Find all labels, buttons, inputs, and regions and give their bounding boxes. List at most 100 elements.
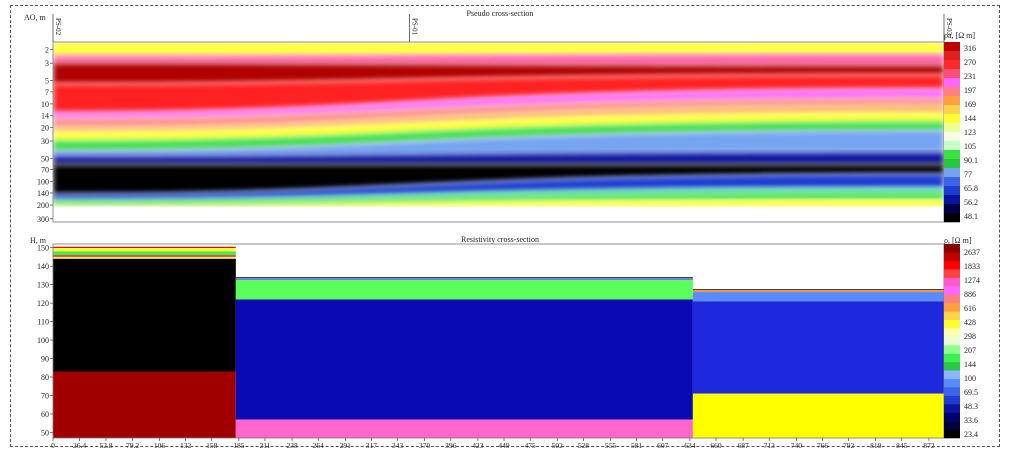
pseudo-colorbar-swatch-5 xyxy=(944,87,960,97)
pseudo-colorbar-swatch-2 xyxy=(944,60,960,70)
pseudo-colorbar-label-2: 231 xyxy=(964,72,976,81)
heatmap-band-10 xyxy=(53,152,944,165)
x-tick-16: 423 xyxy=(472,441,484,450)
block-1-layer-4 xyxy=(235,419,693,438)
pseudo-y-tick-2: 5 xyxy=(45,76,49,85)
pseudo-colorbar-label-4: 169 xyxy=(964,100,976,109)
resistivity-y-tick-8: 70 xyxy=(41,392,49,401)
pseudo-colorbar-label-11: 56.2 xyxy=(964,198,978,207)
x-tick-19: 502 xyxy=(552,441,564,450)
x-tick-13: 343 xyxy=(392,441,404,450)
x-tick-9: 238 xyxy=(286,441,298,450)
x-tick-23: 607 xyxy=(657,441,669,450)
x-tick-30: 792 xyxy=(843,441,855,450)
x-tick-2: 52.8 xyxy=(99,441,112,450)
block-0-layer-5 xyxy=(53,258,236,372)
x-tick-31: 819 xyxy=(870,441,882,450)
pseudo-colorbar-label-1: 270 xyxy=(964,58,976,67)
resistivity-y-tick-7: 80 xyxy=(41,373,49,382)
pseudo-colorbar-swatch-18 xyxy=(944,204,960,214)
resistivity-colorbar-swatch-19 xyxy=(944,404,960,413)
figure-frame xyxy=(10,5,1000,447)
resistivity-colorbar-label-0: 2637 xyxy=(964,248,980,257)
pseudo-colorbar-swatch-1 xyxy=(944,51,960,61)
resistivity-colorbar-swatch-7 xyxy=(944,303,960,312)
station-markers: PS-02 PS-01 PS-03 xyxy=(52,14,953,42)
block-2-layer-0 xyxy=(692,289,944,291)
resistivity-y-tick-10: 50 xyxy=(41,428,49,437)
heatmap-band-13 xyxy=(53,187,944,203)
resistivity-colorbar-swatch-21 xyxy=(944,421,960,430)
pseudo-colorbar-label-9: 77 xyxy=(964,170,972,179)
x-tick-1: 26.4 xyxy=(73,441,86,450)
resistivity-colorbar-swatch-2 xyxy=(944,260,960,270)
pseudo-legend-title: ρa, [Ω m] xyxy=(944,31,975,40)
resistivity-colorbar-swatch-10 xyxy=(944,328,960,338)
resistivity-colorbar-swatch-0 xyxy=(944,244,960,253)
pseudo-colorbar-swatch-11 xyxy=(944,141,960,151)
x-tick-11: 291 xyxy=(340,441,352,450)
resistivity-y-tick-0: 150 xyxy=(37,244,49,253)
x-tick-22: 581 xyxy=(631,441,643,450)
heatmap-band-8 xyxy=(53,121,944,151)
heatmap-band-6 xyxy=(53,105,944,133)
station-label-1: PS-01 xyxy=(410,18,418,36)
x-tick-7: 185 xyxy=(233,441,245,450)
resistivity-colorbar-label-13: 23.4 xyxy=(964,430,978,439)
resistivity-colorbar-label-10: 69.5 xyxy=(964,388,978,397)
pseudo-y-tick-9: 70 xyxy=(41,166,49,175)
x-tick-6: 158 xyxy=(206,441,218,450)
resistivity-colorbar-swatch-12 xyxy=(944,345,960,354)
resistivity-colorbar-swatch-20 xyxy=(944,412,960,422)
block-0-layer-4 xyxy=(53,256,236,259)
pseudo-colorbar-swatch-0 xyxy=(944,42,960,52)
resistivity-colorbar-label-12: 33.6 xyxy=(964,416,978,425)
pseudo-colorbar-swatch-13 xyxy=(944,159,960,169)
heatmap-band-12 xyxy=(53,174,944,200)
pseudo-colorbar-swatch-14 xyxy=(944,168,960,178)
x-tick-26: 687 xyxy=(737,441,749,450)
pseudo-colorbar-swatch-7 xyxy=(944,105,960,115)
x-tick-5: 132 xyxy=(180,441,192,450)
block-2-layer-4 xyxy=(692,393,944,438)
resistivity-blocks xyxy=(53,244,944,438)
resistivity-y-tick-4: 110 xyxy=(37,318,49,327)
resistivity-y-tick-1: 140 xyxy=(37,262,49,271)
heatmap-blank-bottom xyxy=(53,206,944,222)
pseudo-y-tick-7: 30 xyxy=(41,137,49,146)
resistivity-y-tick-6: 90 xyxy=(41,355,49,364)
block-1-layer-3 xyxy=(235,299,693,420)
x-tick-3: 79.2 xyxy=(126,441,139,450)
pseudo-colorbar-label-10: 65.8 xyxy=(964,184,978,193)
pseudo-colorbar-swatch-16 xyxy=(944,186,960,196)
x-tick-0: 0 xyxy=(51,441,55,450)
x-tick-15: 396 xyxy=(445,441,457,450)
resistivity-colorbar-label-1: 1833 xyxy=(964,262,980,271)
resistivity-colorbar-swatch-15 xyxy=(944,370,960,380)
pseudo-y-tick-13: 300 xyxy=(37,215,49,224)
resistivity-colorbar-swatch-22 xyxy=(944,429,960,439)
resistivity-colorbar-label-4: 616 xyxy=(964,304,976,313)
heatmap-band-15 xyxy=(53,199,944,207)
resistivity-colorbar-label-7: 207 xyxy=(964,346,976,355)
resistivity-colorbar-swatch-6 xyxy=(944,294,960,304)
pseudo-colorbar: 316 270 231 197 169 144 123 105 90.1 77 65.8 56.2 48… xyxy=(944,42,978,223)
x-tick-10: 264 xyxy=(313,441,325,450)
resistivity-y-tick-5: 100 xyxy=(37,336,49,345)
resistivity-y-tick-9: 60 xyxy=(41,410,49,419)
block-0-layer-2 xyxy=(53,251,236,256)
block-1-layer-1 xyxy=(235,278,693,281)
pseudo-colorbar-label-6: 123 xyxy=(964,128,976,137)
resistivity-legend-title: ρ, [Ω m] xyxy=(944,236,972,245)
block-2-layer-2 xyxy=(692,292,944,302)
pseudo-colorbar-label-0: 316 xyxy=(964,44,976,53)
resistivity-colorbar-swatch-5 xyxy=(944,286,960,295)
x-axis: 0 26.4 52.8 79.2 106 132 158 185 211 238 264 291 317… xyxy=(51,438,935,450)
pseudo-colorbar-swatch-9 xyxy=(944,123,960,133)
x-tick-12: 317 xyxy=(366,441,378,450)
heatmap-band-7 xyxy=(53,112,944,142)
block-0-layer-0 xyxy=(53,246,236,249)
pseudo-colorbar-swatch-4 xyxy=(944,78,960,88)
x-tick-4: 106 xyxy=(154,441,166,450)
pseudo-y-tick-11: 140 xyxy=(37,189,49,198)
